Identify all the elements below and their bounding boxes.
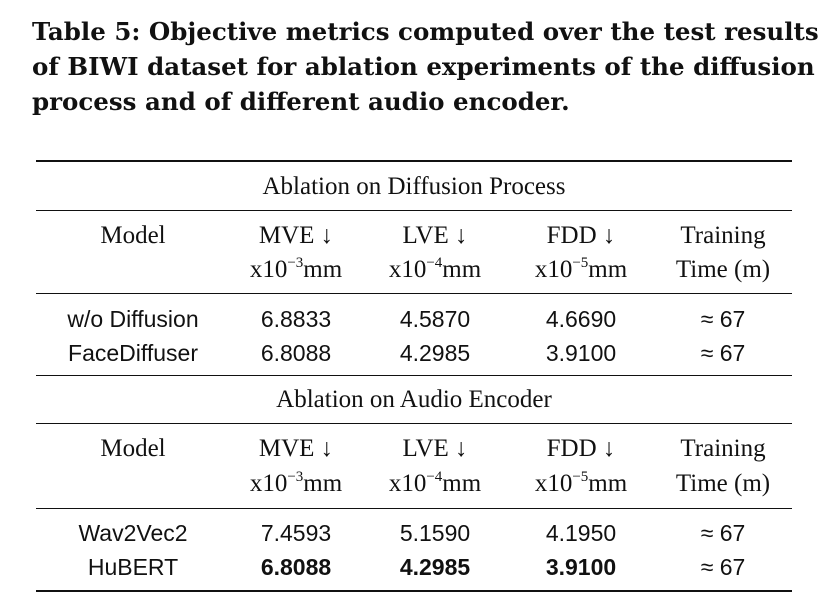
header-fdd-unit: x10−5mm — [534, 469, 628, 498]
row-lve: 4.5870 — [399, 306, 471, 332]
table-bottom-rule — [36, 590, 792, 592]
header-model: Model — [100, 222, 166, 249]
section-rule — [36, 423, 792, 424]
header-mve-unit: x10−3mm — [249, 469, 343, 498]
row-time: ≈ 67 — [700, 554, 746, 580]
row-time: ≈ 67 — [700, 340, 746, 366]
header-fdd: FDD ↓ — [546, 435, 616, 462]
header-fdd-unit: x10−5mm — [534, 255, 628, 284]
row-model: FaceDiffuser — [68, 340, 198, 366]
row-mve: 7.4593 — [260, 520, 332, 546]
row-fdd: 4.6690 — [545, 306, 617, 332]
row-fdd-best: 3.9100 — [545, 554, 617, 580]
section-title-audio-encoder: Ablation on Audio Encoder — [276, 386, 552, 413]
header-lve: LVE ↓ — [402, 222, 468, 249]
row-mve: 6.8833 — [260, 306, 332, 332]
row-fdd: 4.1950 — [545, 520, 617, 546]
header-fdd: FDD ↓ — [546, 222, 616, 249]
header-lve-unit: x10−4mm — [388, 469, 482, 498]
row-model: w/o Diffusion — [67, 306, 199, 332]
header-training: Training — [680, 222, 766, 249]
header-mve: MVE ↓ — [258, 435, 334, 462]
row-fdd: 3.9100 — [545, 340, 617, 366]
caption-line-2: of BIWI dataset for ablation experiments… — [32, 52, 815, 81]
section-divider-rule — [36, 375, 792, 376]
header-lve: LVE ↓ — [402, 435, 468, 462]
header-training-unit: Time (m) — [675, 256, 771, 283]
row-time: ≈ 67 — [700, 520, 746, 546]
header-lve-unit: x10−4mm — [388, 255, 482, 284]
section-rule — [36, 210, 792, 211]
header-model: Model — [100, 435, 166, 462]
table-caption: Table 5: Objective metrics computed over… — [32, 14, 819, 119]
table-top-rule — [36, 160, 792, 162]
row-lve: 4.2985 — [399, 340, 471, 366]
row-model: Wav2Vec2 — [78, 520, 188, 546]
header-mve: MVE ↓ — [258, 222, 334, 249]
row-lve: 5.1590 — [399, 520, 471, 546]
header-rule — [36, 508, 792, 509]
header-mve-unit: x10−3mm — [249, 255, 343, 284]
caption-line-3: process and of different audio encoder. — [32, 87, 570, 116]
header-training-unit: Time (m) — [675, 470, 771, 497]
header-rule — [36, 293, 792, 294]
row-model: HuBERT — [87, 554, 179, 580]
row-lve-best: 4.2985 — [399, 554, 471, 580]
row-mve-best: 6.8088 — [260, 554, 332, 580]
section-title-diffusion: Ablation on Diffusion Process — [262, 173, 566, 200]
header-training: Training — [680, 435, 766, 462]
caption-line-1: Table 5: Objective metrics computed over… — [32, 17, 819, 46]
row-mve: 6.8088 — [260, 340, 332, 366]
row-time: ≈ 67 — [700, 306, 746, 332]
